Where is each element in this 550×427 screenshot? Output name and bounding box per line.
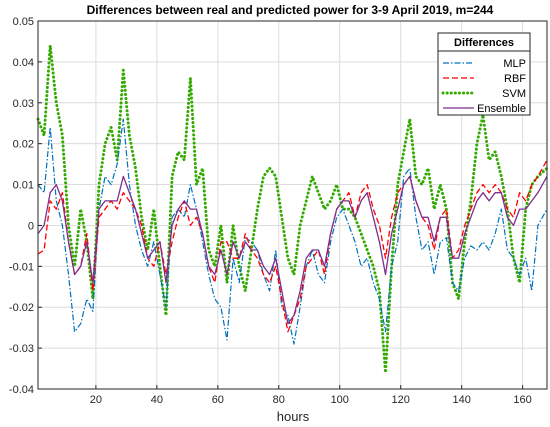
x-tick-label: 60 [212,394,224,406]
x-tick-label: 20 [90,394,102,406]
y-tick-label: 0.03 [13,98,34,110]
legend-label-mlp: MLP [503,58,526,70]
series-line-svm [36,44,549,375]
x-axis-label: hours [277,409,310,424]
legend: Differences MLP RBF SVM Ensemble [437,32,531,116]
legend-box [437,32,531,116]
legend-label-svm: SVM [502,88,526,100]
legend-title: Differences [454,37,514,49]
y-tick-label: 0.01 [13,180,34,192]
x-tick-label: 120 [392,394,410,406]
y-tick-label: -0.02 [9,302,34,314]
y-tick-label: 0.02 [13,139,34,151]
x-tick-label: 100 [331,394,349,406]
series-line-ensemble [37,175,548,325]
y-tick-label: -0.04 [9,384,34,396]
x-tick-label: 40 [151,394,163,406]
x-tick-label: 140 [452,394,470,406]
legend-label-ensemble: Ensemble [477,103,526,115]
legend-label-rbf: RBF [504,73,526,85]
y-tick-label: -0.03 [9,343,34,355]
x-tick-label: 160 [513,394,531,406]
y-tick-label: -0.01 [9,261,34,273]
y-tick-label: 0.05 [13,16,34,28]
series-layer [36,44,549,375]
plot-frame [37,20,548,390]
axis-ticks: 20 40 60 80 100 120 140 160 -0.04 -0.03 -0.02 -0.01… [9,16,532,406]
y-tick-label: 0 [28,220,34,232]
series-line-rbf [37,159,548,333]
y-tick-label: 0.04 [13,57,34,69]
series-line-mlp [37,118,548,345]
x-tick-label: 80 [273,394,285,406]
chart-title: Differences between real and predicted p… [87,3,494,17]
